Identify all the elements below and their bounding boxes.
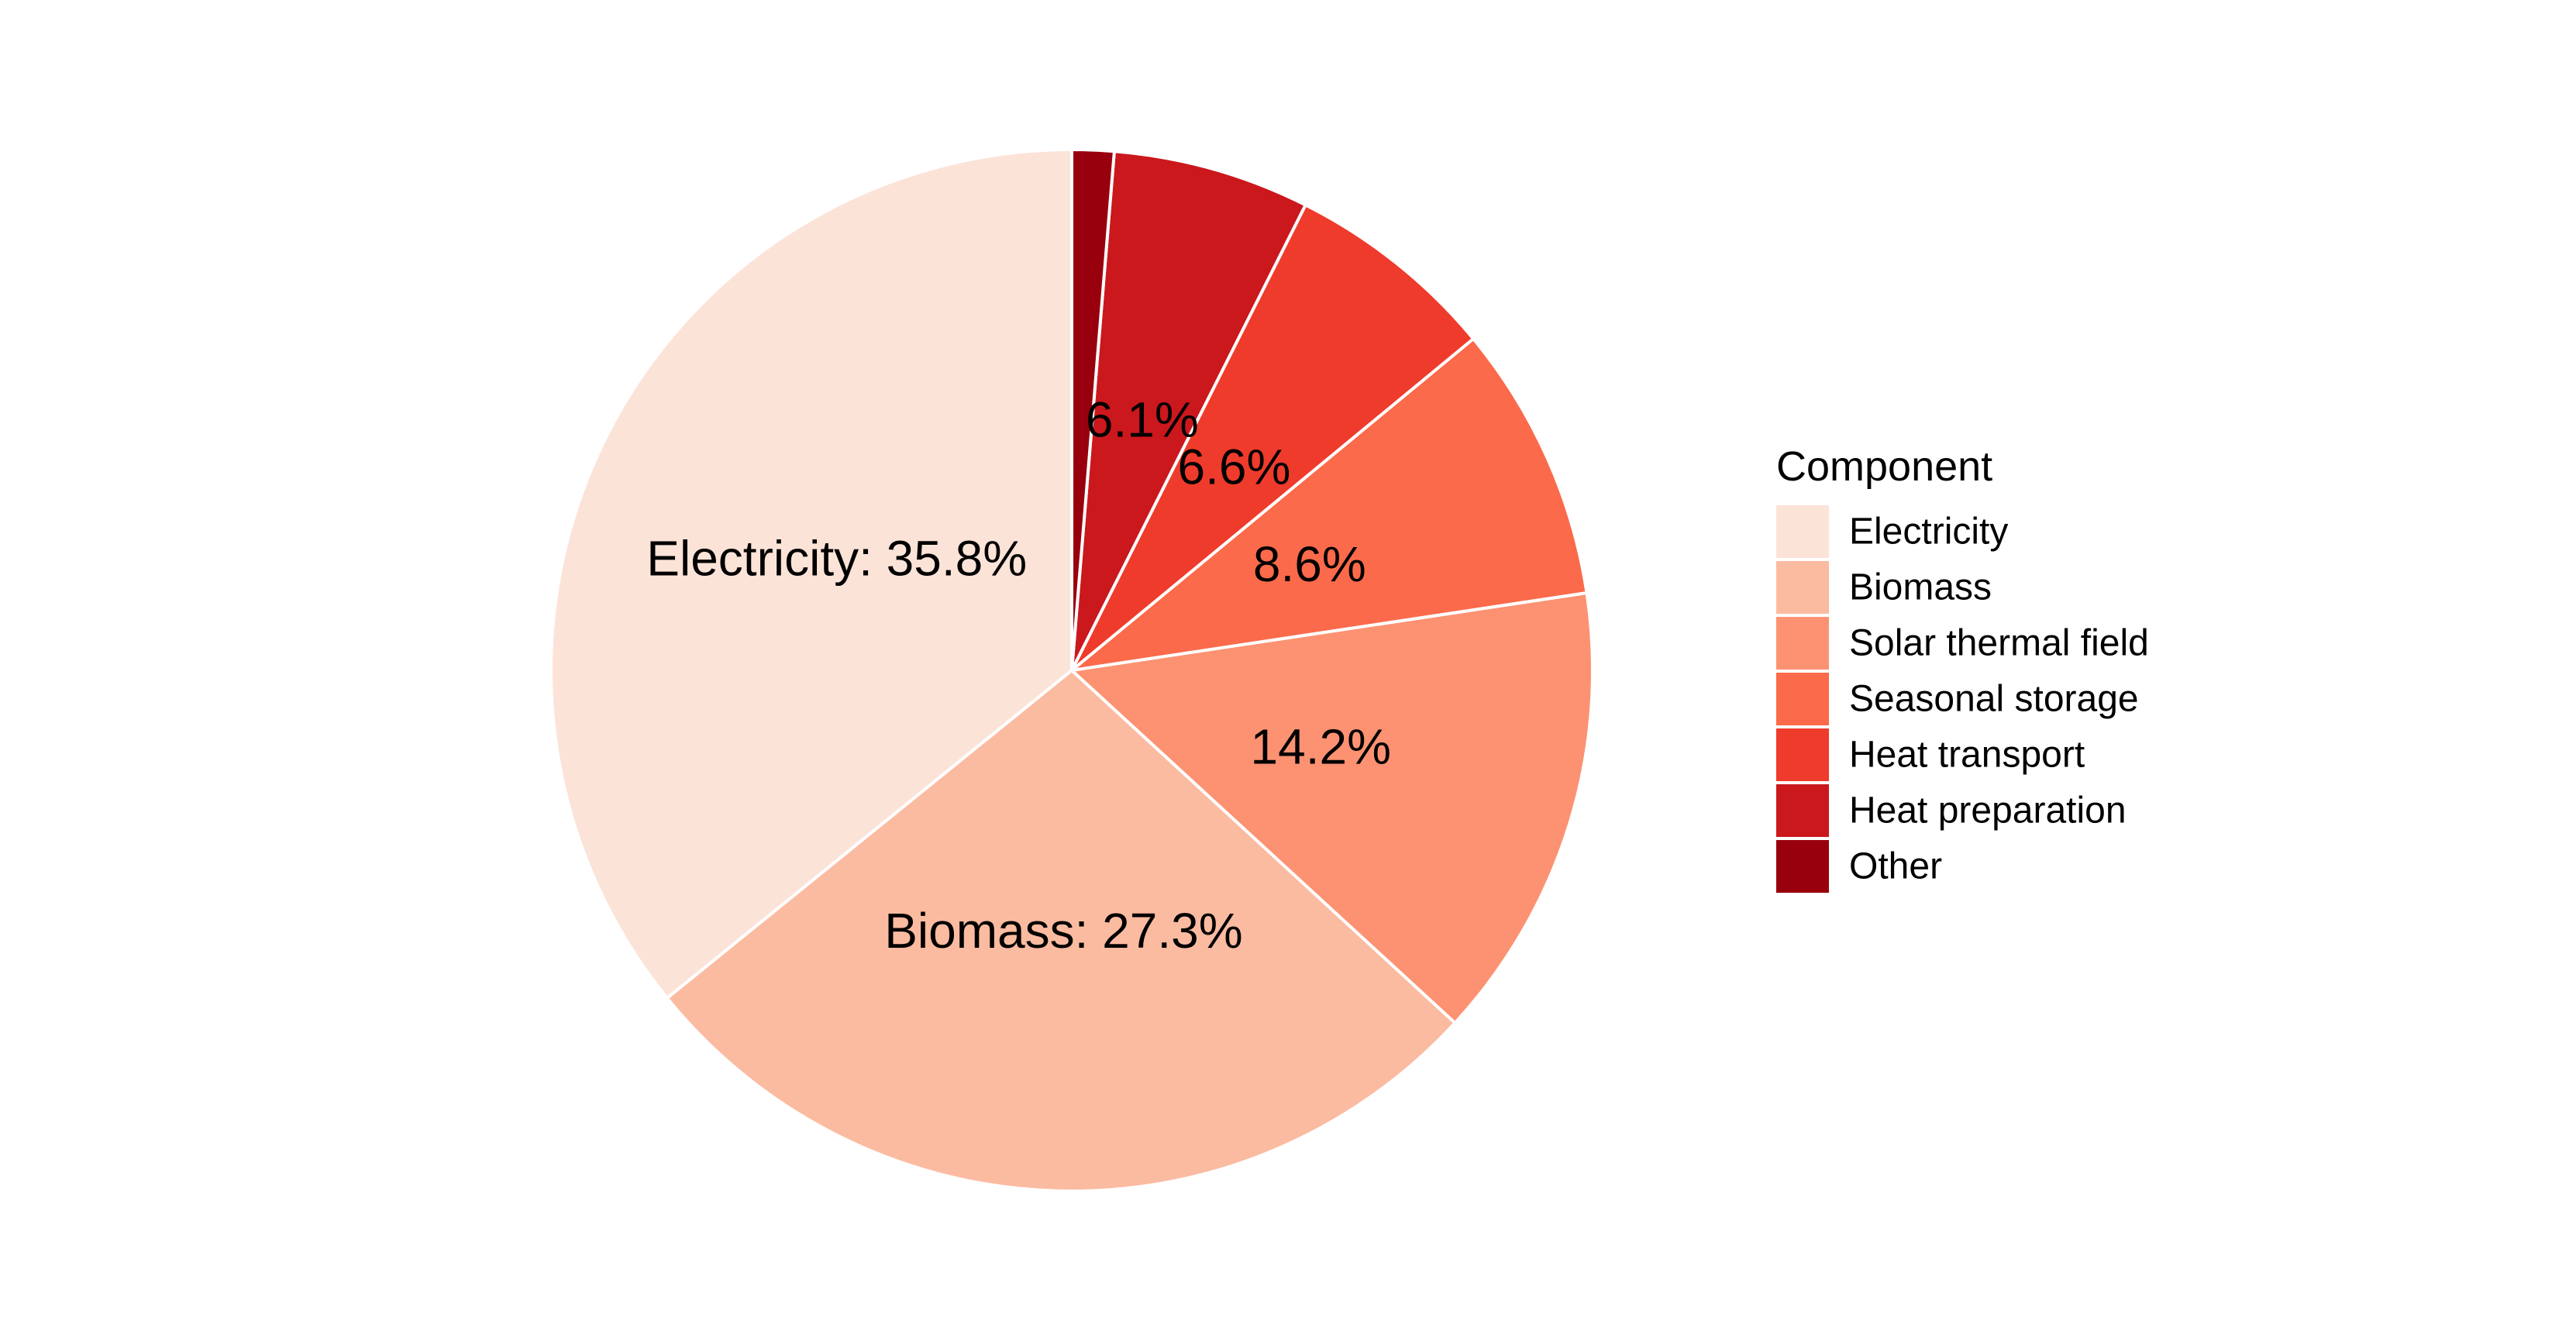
pie-slice-labels: Electricity: 35.8% Biomass: 27.3% 14.2% 8.6… — [646, 391, 1391, 958]
legend-item-biomass: Biomass — [1776, 561, 1992, 614]
pie-slice-heat-preparation — [1070, 150, 1307, 672]
legend-title: Component — [1776, 443, 1992, 490]
legend-label: Heat transport — [1849, 735, 2085, 776]
slice-label-electricity: Electricity: 35.8% — [646, 530, 1027, 586]
legend-item-other: Other — [1776, 840, 1942, 893]
legend-item-electricity: Electricity — [1776, 505, 2008, 558]
legend-items: Electricity Biomass Solar thermal field Sea… — [1776, 505, 2149, 893]
legend-label: Seasonal storage — [1849, 679, 2139, 720]
pie-slice-biomass — [665, 669, 1457, 1193]
legend-label: Biomass — [1849, 567, 1992, 608]
pie-slice-solar-thermal-field — [1070, 591, 1594, 1024]
legend-item-seasonal-storage: Seasonal storage — [1776, 673, 2139, 725]
pie-slice-heat-transport — [1070, 203, 1476, 672]
legend-label: Solar thermal field — [1849, 623, 2149, 664]
slice-label-heat-transport: 6.6% — [1177, 439, 1290, 494]
legend-swatch — [1776, 673, 1829, 725]
legend-label: Electricity — [1849, 511, 2008, 553]
legend-swatch — [1776, 728, 1829, 781]
pie-slice-seasonal-storage — [1070, 337, 1589, 672]
legend: Component Electricity Biomass Solar therma… — [1776, 443, 2149, 893]
slice-label-biomass: Biomass: 27.3% — [884, 903, 1242, 959]
legend-swatch — [1776, 784, 1829, 837]
legend-label: Heat preparation — [1849, 790, 2127, 832]
legend-item-heat-preparation: Heat preparation — [1776, 784, 2127, 837]
legend-swatch — [1776, 561, 1829, 614]
legend-item-solar-thermal-field: Solar thermal field — [1776, 617, 2149, 670]
pie-slices — [549, 148, 1594, 1193]
slice-label-solar-thermal-field: 14.2% — [1251, 718, 1391, 774]
slice-label-heat-preparation: 6.1% — [1086, 391, 1199, 447]
legend-swatch — [1776, 617, 1829, 670]
legend-swatch — [1776, 505, 1829, 558]
legend-swatch — [1776, 840, 1829, 893]
legend-label: Other — [1849, 846, 1942, 887]
pie-slice-electricity — [549, 148, 1073, 1000]
slice-label-seasonal-storage: 8.6% — [1253, 536, 1366, 592]
legend-item-heat-transport: Heat transport — [1776, 728, 2085, 781]
pie-slice-other — [1070, 148, 1116, 672]
